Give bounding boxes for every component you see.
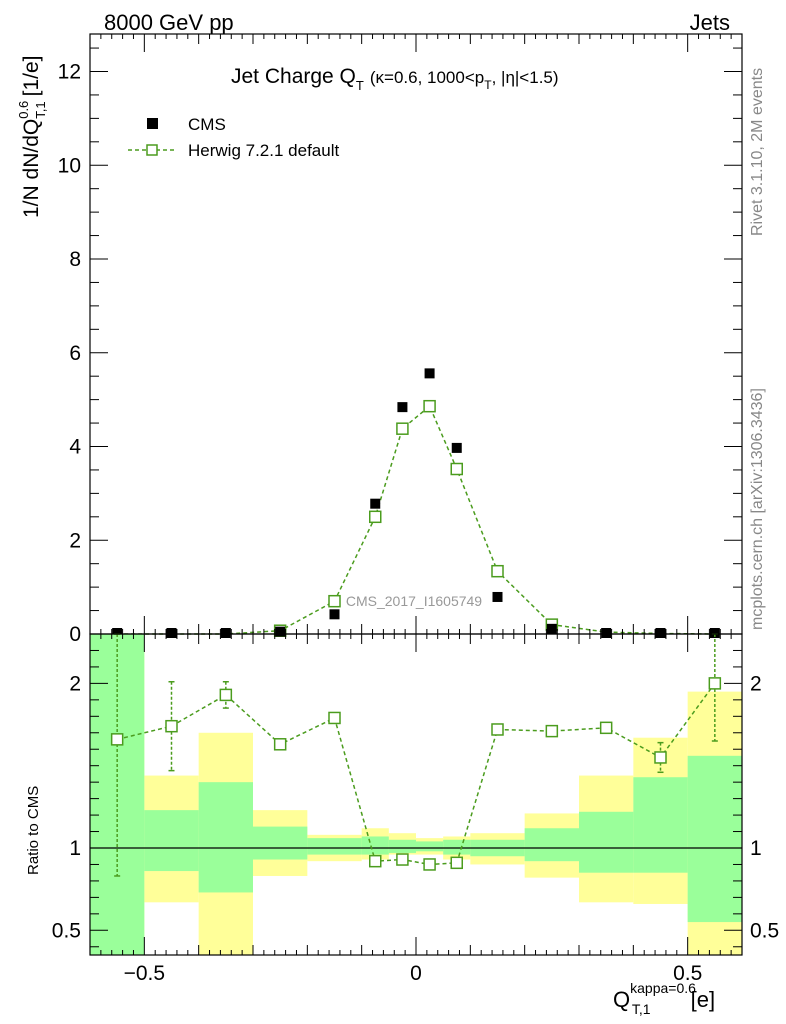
herwig-point (423, 399, 436, 413)
legend-herwig-label: Herwig 7.2.1 default (188, 141, 339, 160)
x-tick-label: −0.5 (124, 962, 165, 985)
ratio-point (396, 853, 409, 866)
ratio-bands (90, 634, 742, 955)
rivet-label: Rivet 3.1.10, 2M events (749, 68, 766, 236)
ratio-point (219, 688, 233, 702)
ratio-plot-marks (90, 633, 742, 877)
ratio-tick-label-right: 1 (750, 837, 762, 860)
cms-point (492, 591, 503, 602)
ratio-tick-label-left: 0.5 (52, 919, 81, 942)
ratio-point (654, 751, 667, 764)
y-tick-label: 8 (69, 248, 81, 271)
ratio-point (369, 854, 382, 868)
ratio-band-inner (388, 839, 416, 853)
y-tick-label: 2 (69, 529, 81, 552)
y-tick-label: 4 (69, 436, 81, 459)
ratio-band-inner (307, 838, 362, 855)
ratio-band-inner (144, 810, 199, 872)
ratio-point (545, 724, 559, 738)
cms-point (546, 623, 557, 634)
cms-point (709, 628, 720, 638)
ratio-line (117, 682, 716, 866)
ratio-band-inner (361, 836, 389, 855)
ratio-point (491, 723, 504, 736)
y-tick-label: 10 (58, 154, 81, 177)
x-tick-label: 0 (410, 962, 422, 985)
cms-point (329, 609, 340, 620)
ratio-point (273, 738, 287, 751)
x-tick-label: 0.5 (673, 962, 702, 985)
ratio-tick-label-left: 1 (69, 837, 81, 860)
ratio-tick-label-right: 2 (750, 672, 762, 695)
cms-point (397, 402, 408, 413)
legend: CMS Herwig 7.2.1 default (128, 115, 339, 160)
ratio-tick-label-left: 2 (69, 672, 81, 695)
ratio-tick-label-right: 0.5 (750, 919, 779, 942)
header-right: Jets (690, 10, 730, 35)
herwig-point (450, 462, 463, 476)
header-left: 8000 GeV pp (104, 10, 234, 35)
cms-point (275, 626, 286, 637)
herwig-point (328, 594, 341, 608)
y-tick-label: 6 (69, 342, 81, 365)
legend-cms-marker (147, 118, 158, 129)
ratio-point (450, 856, 463, 870)
herwig-point (396, 422, 409, 435)
x-axis-label: Qkappa=0.6 T,1 [e] (613, 980, 715, 1017)
cms-point (451, 442, 462, 453)
legend-herwig-marker (146, 144, 158, 156)
legend-cms-label: CMS (188, 115, 226, 134)
ratio-band-inner (687, 755, 742, 923)
y-axis-label: 1/N dN/dQ0.6 T,1[1/e] (16, 55, 48, 218)
herwig-point (491, 564, 504, 578)
herwig-line (117, 404, 715, 635)
cms-point (370, 498, 381, 509)
analysis-label: CMS_2017_I1605749 (346, 593, 482, 609)
ratio-y-label: Ratio to CMS (25, 786, 42, 875)
cms-point (424, 368, 435, 379)
ratio-band-inner (579, 811, 634, 873)
ratio-point (328, 711, 341, 725)
main-plot-marks (112, 368, 720, 638)
y-tick-label: 0 (69, 623, 81, 646)
cms-point (166, 628, 177, 638)
cms-point (655, 628, 666, 638)
ratio-point (708, 677, 722, 690)
ratio-point (423, 858, 436, 871)
ratio-band-inner (253, 826, 308, 860)
plot-title: Jet Charge QT (κ=0.6, 1000<pT, |η|<1.5) (231, 65, 559, 93)
cms-point (112, 628, 123, 638)
cms-point (601, 628, 612, 638)
ratio-point (165, 719, 178, 733)
ratio-band-inner (416, 841, 444, 852)
y-tick-label: 12 (58, 61, 81, 84)
cms-point (220, 628, 231, 638)
ratio-band-inner (633, 777, 688, 873)
ratio-band-inner (443, 839, 471, 855)
ratio-point (599, 721, 613, 735)
mcplots-label: mcplots.cern.ch [arXiv:1306.3436] (749, 388, 766, 630)
ratio-point (110, 733, 124, 746)
ratio-band-inner (198, 782, 253, 893)
ratio-band-inner (524, 828, 579, 862)
herwig-point (369, 510, 382, 524)
